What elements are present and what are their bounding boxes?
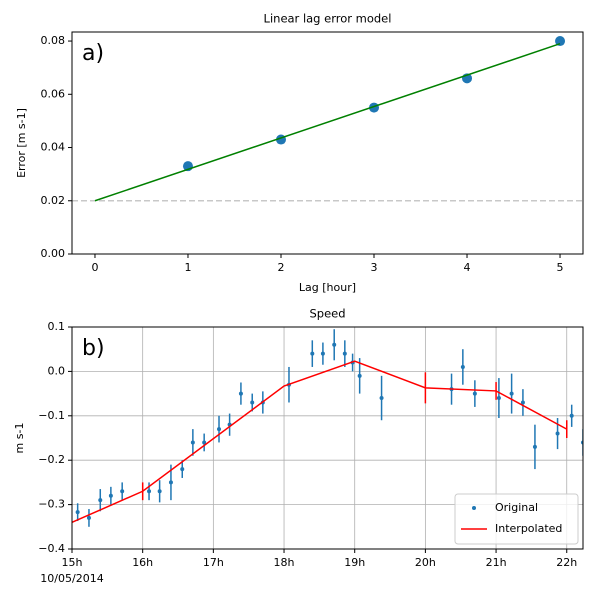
point (168, 480, 173, 485)
x-tick-label: 1 (184, 261, 191, 274)
point (190, 440, 195, 445)
line (94, 43, 561, 202)
point (120, 489, 125, 494)
point (320, 351, 325, 356)
point (520, 400, 525, 405)
point (332, 342, 337, 347)
panel-label: b) (82, 336, 105, 361)
point (202, 440, 207, 445)
point (509, 391, 514, 396)
legend-label: Interpolated (495, 522, 562, 535)
x-tick-label: 16h (132, 556, 153, 569)
point (250, 400, 255, 405)
point (532, 444, 537, 449)
y-tick-label: 0.02 (41, 194, 66, 207)
subplot: 0 1 2 3 4 5 0.00 0.02 0.04 0.06 0.08 Linear lag err… (15, 12, 584, 294)
point (569, 413, 574, 418)
point (98, 498, 103, 503)
legend: Original Interpolated (454, 493, 579, 545)
point (86, 515, 91, 520)
x-tick-label: 22h (556, 556, 577, 569)
legend-label: Original (495, 501, 538, 514)
y-tick-label: −0.1 (38, 409, 65, 422)
x-tick-label: 19h (344, 556, 365, 569)
y-tick-label: 0.08 (41, 34, 66, 47)
x-axis-label: Lag [hour] (299, 281, 356, 294)
point (357, 373, 362, 378)
point (555, 36, 566, 47)
point (379, 396, 384, 401)
chart-title: Speed (309, 307, 345, 321)
subplot: 15h 16h 17h 18h 19h 20h 21h 22h −0.4 −0.3 −0.2 −0.1… (13, 307, 584, 585)
x-tick-label: 0 (91, 261, 98, 274)
point (238, 391, 243, 396)
x-tick-label: 15h (62, 556, 83, 569)
chart-title: Linear lag error model (264, 12, 392, 26)
legend-marker (472, 506, 476, 510)
legend-box (454, 493, 579, 545)
y-tick-label: −0.3 (38, 498, 65, 511)
axes-frame (71, 31, 584, 255)
point (217, 427, 222, 432)
panel-label: a) (82, 41, 104, 66)
point (342, 351, 347, 356)
y-tick-label: −0.2 (38, 453, 65, 466)
date-label: 10/05/2014 (40, 572, 103, 585)
y-axis-label: Error [m s-1] (15, 108, 28, 178)
point (180, 467, 185, 472)
x-tick-label: 5 (557, 261, 564, 274)
point (472, 391, 477, 396)
y-axis-label: m s-1 (13, 423, 26, 454)
line (72, 360, 568, 524)
point (460, 364, 465, 369)
x-tick-label: 21h (486, 556, 507, 569)
point (108, 493, 113, 498)
point (310, 351, 315, 356)
plot-area (94, 36, 566, 202)
y-tick-label: 0.1 (48, 320, 66, 333)
y-tick-label: 0.00 (41, 247, 66, 260)
x-tick-label: 2 (277, 261, 284, 274)
x-tick-label: 3 (371, 261, 378, 274)
x-tick-label: 17h (203, 556, 224, 569)
axes-frame (71, 326, 584, 550)
x-tick-label: 4 (464, 261, 471, 274)
x-tick-label: 20h (415, 556, 436, 569)
y-tick-label: −0.4 (38, 542, 65, 555)
y-tick-label: 0.06 (41, 87, 66, 100)
y-tick-label: 0.0 (48, 364, 66, 377)
point (75, 510, 80, 515)
point (555, 431, 560, 436)
x-tick-label: 18h (274, 556, 295, 569)
y-tick-label: 0.04 (41, 141, 66, 154)
point (496, 396, 501, 401)
point (157, 489, 162, 494)
point (147, 489, 152, 494)
